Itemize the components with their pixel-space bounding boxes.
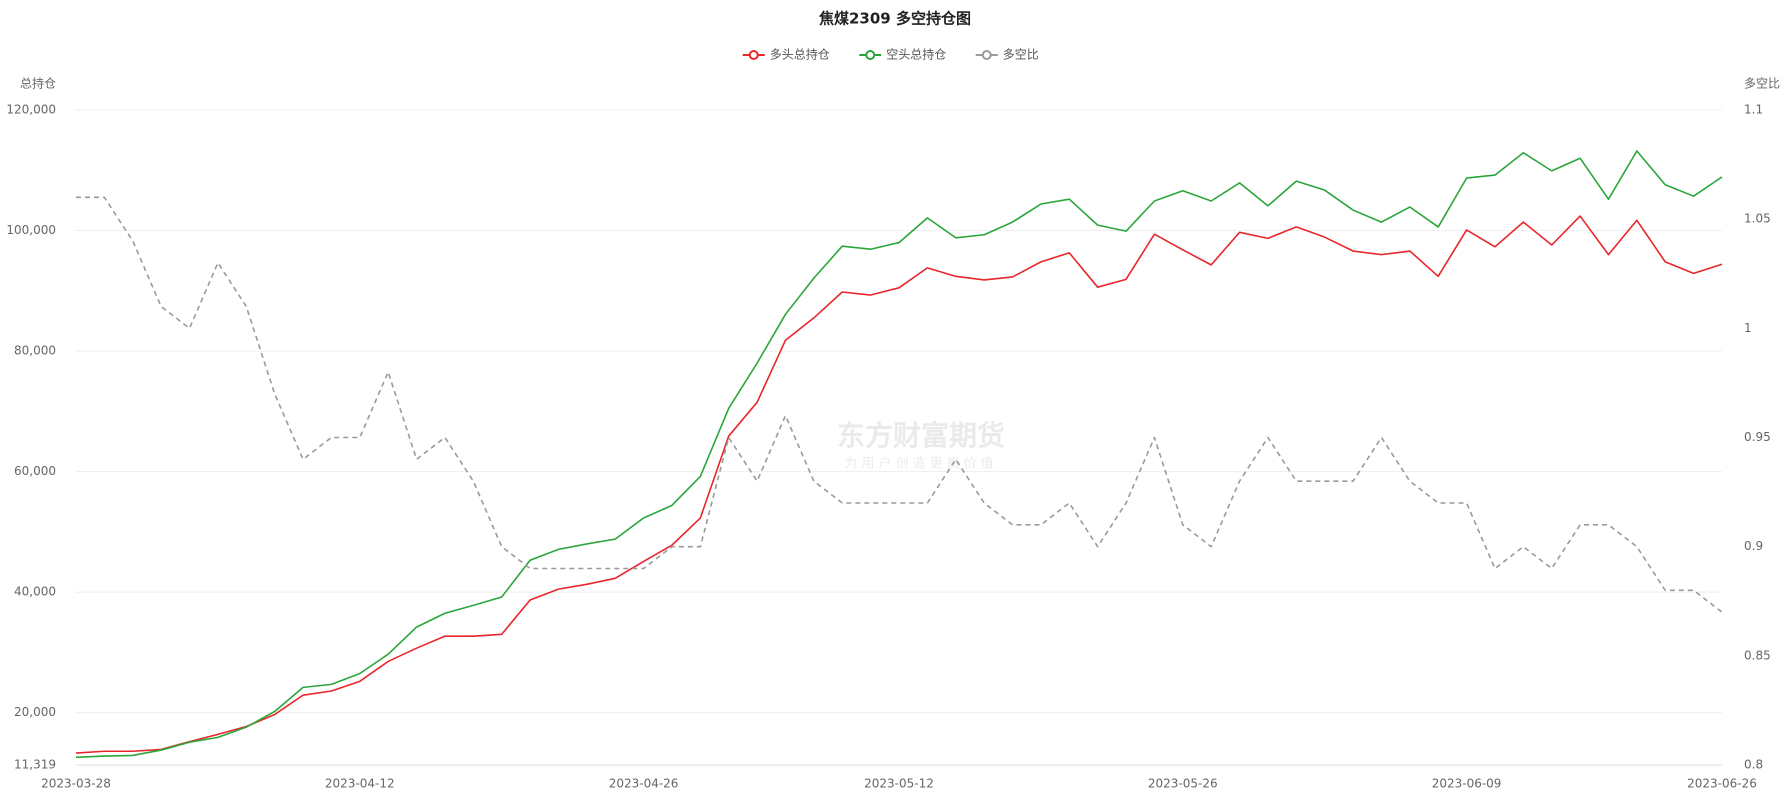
y2-tick-label: 0.95 (1744, 430, 1771, 444)
y2-axis-label: 多空比 (1744, 77, 1780, 91)
x-tick-label: 2023-03-28 (41, 777, 111, 791)
legend-label[interactable]: 空头总持仓 (886, 47, 946, 62)
y-tick-label: 11,319 (14, 758, 56, 772)
y-tick-label: 20,000 (14, 705, 56, 719)
series-line (75, 150, 1723, 759)
y-axis-label: 总持仓 (20, 76, 56, 91)
x-tick-label: 2023-04-26 (609, 777, 679, 791)
y-tick-label: 80,000 (14, 344, 56, 358)
y2-tick-label: 0.8 (1744, 758, 1763, 772)
series-line (75, 215, 1723, 754)
x-tick-label: 2023-05-26 (1148, 777, 1218, 791)
y2-tick-label: 1.1 (1744, 103, 1763, 117)
x-tick-label: 2023-05-12 (864, 777, 934, 791)
y2-tick-label: 1.05 (1744, 212, 1771, 226)
y2-tick-label: 1 (1744, 321, 1752, 335)
x-tick-label: 2023-06-26 (1687, 777, 1757, 791)
legend-marker[interactable] (748, 50, 759, 60)
legend-marker[interactable] (981, 50, 992, 60)
series-line (76, 196, 1723, 613)
watermark: 东方财富期货 (837, 419, 1005, 452)
legend-label[interactable]: 多头总持仓 (770, 47, 830, 62)
x-tick-label: 2023-06-09 (1432, 777, 1502, 791)
watermark-subtitle: 为用户创造更高价值 (844, 456, 997, 472)
legend-label[interactable]: 多空比 (1003, 48, 1039, 62)
x-tick-label: 2023-04-12 (325, 777, 395, 791)
y-tick-label: 40,000 (14, 585, 56, 599)
chart-title: 焦煤2309 多空持仓图 (818, 10, 971, 28)
legend-marker[interactable] (865, 50, 876, 60)
y2-tick-label: 0.9 (1744, 539, 1763, 553)
y-tick-label: 100,000 (6, 223, 56, 237)
y2-tick-label: 0.85 (1744, 648, 1771, 662)
y-tick-label: 120,000 (6, 103, 56, 117)
y-tick-label: 60,000 (14, 464, 56, 478)
